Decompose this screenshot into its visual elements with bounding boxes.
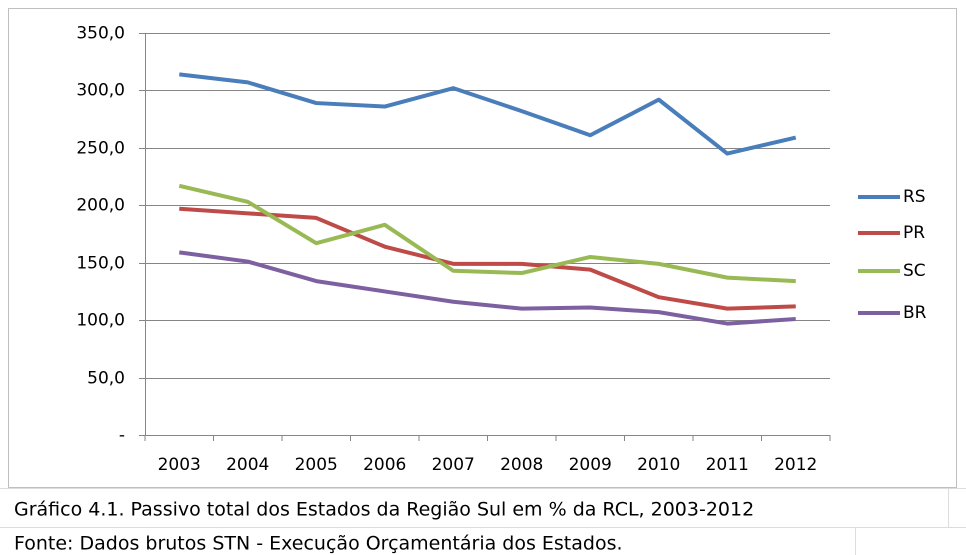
y-tick-label: 50,0 xyxy=(87,369,125,389)
x-tick-label: 2003 xyxy=(158,455,201,475)
caption-title: Gráfico 4.1. Passivo total dos Estados d… xyxy=(14,499,754,521)
x-tick-label: 2005 xyxy=(295,455,338,475)
x-tick-label: 2010 xyxy=(637,455,680,475)
y-tick-label: 100,0 xyxy=(76,311,125,331)
chart-border xyxy=(8,8,957,488)
legend-label: SC xyxy=(903,261,926,281)
series-line xyxy=(179,72,797,156)
x-tick-label: 2008 xyxy=(500,455,543,475)
x-tick-label: 2007 xyxy=(432,455,475,475)
series-line xyxy=(179,206,796,311)
y-tick-label: 150,0 xyxy=(76,254,125,274)
x-tick-label: 2006 xyxy=(363,455,406,475)
legend-label: PR xyxy=(903,223,925,243)
y-tick-label: 250,0 xyxy=(76,139,125,159)
y-tick-label: 200,0 xyxy=(76,196,125,216)
series-line xyxy=(178,183,796,284)
y-tick-label: 350,0 xyxy=(76,24,125,44)
y-tick-label: - xyxy=(119,426,125,446)
legend-label: RS xyxy=(903,187,926,207)
x-tick-label: 2011 xyxy=(706,455,749,475)
x-tick-label: 2012 xyxy=(774,455,817,475)
x-tick-label: 2009 xyxy=(569,455,612,475)
y-tick-label: 300,0 xyxy=(76,81,125,101)
caption-source: Fonte: Dados brutos STN - Execução Orçam… xyxy=(14,533,623,555)
series-line xyxy=(178,250,796,326)
x-tick-label: 2004 xyxy=(226,455,269,475)
legend-label: BR xyxy=(903,303,927,323)
sheet-grid xyxy=(0,488,966,555)
